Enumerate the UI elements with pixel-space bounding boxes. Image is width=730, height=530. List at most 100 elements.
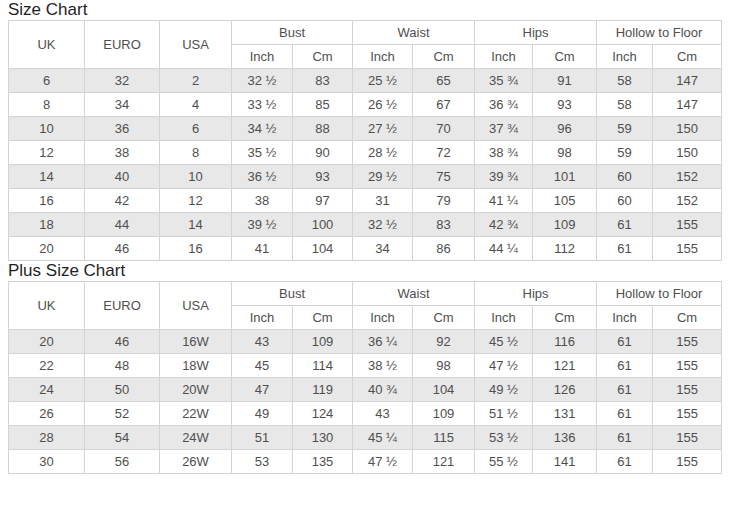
table-cell: 100	[293, 213, 353, 237]
column-header-hollow-to-floor: Hollow to Floor	[597, 21, 722, 45]
table-cell: 2	[160, 69, 232, 93]
column-header-hollow-to-floor: Hollow to Floor	[597, 282, 722, 306]
table-cell: 10	[9, 117, 85, 141]
table-cell: 36	[85, 117, 160, 141]
table-cell: 45 ¼	[353, 426, 413, 450]
table-cell: 104	[413, 378, 475, 402]
table-cell: 115	[413, 426, 475, 450]
table-cell: 49	[232, 402, 293, 426]
table-cell: 48	[85, 354, 160, 378]
subheader-hips-cm: Cm	[533, 45, 597, 69]
table-cell: 40	[85, 165, 160, 189]
table-cell: 6	[160, 117, 232, 141]
table-cell: 67	[413, 93, 475, 117]
table-cell: 20	[9, 237, 85, 261]
table-cell: 47 ½	[353, 450, 413, 474]
table-cell: 39 ¾	[475, 165, 533, 189]
subheader-bust-inch: Inch	[232, 45, 293, 69]
table-cell: 61	[597, 237, 653, 261]
table-cell: 58	[597, 93, 653, 117]
table-cell: 136	[533, 426, 597, 450]
table-cell: 36 ¾	[475, 93, 533, 117]
table-cell: 124	[293, 402, 353, 426]
table-row: 265222W491244310951 ½13161155	[9, 402, 722, 426]
table-cell: 25 ½	[353, 69, 413, 93]
table-cell: 16	[9, 189, 85, 213]
table-row: 224818W4511438 ½9847 ½12161155	[9, 354, 722, 378]
table-row: 632232 ½8325 ½6535 ¾9158147	[9, 69, 722, 93]
table-cell: 8	[9, 93, 85, 117]
table-cell: 43	[232, 330, 293, 354]
table-cell: 40 ¾	[353, 378, 413, 402]
table-cell: 61	[597, 402, 653, 426]
table-cell: 22	[9, 354, 85, 378]
table-cell: 152	[653, 165, 722, 189]
table-cell: 26	[9, 402, 85, 426]
table-cell: 20W	[160, 378, 232, 402]
table-cell: 147	[653, 69, 722, 93]
table-row: 14401036 ½9329 ½7539 ¾10160152	[9, 165, 722, 189]
column-header-waist: Waist	[353, 21, 475, 45]
table-cell: 30	[9, 450, 85, 474]
column-header-bust: Bust	[232, 282, 353, 306]
table-cell: 75	[413, 165, 475, 189]
table-cell: 92	[413, 330, 475, 354]
size-chart-title: Size Chart	[8, 0, 722, 20]
table-cell: 109	[293, 330, 353, 354]
table-cell: 36 ½	[232, 165, 293, 189]
table-cell: 24W	[160, 426, 232, 450]
size-chart-header: UK EURO USA Bust Waist Hips Hollow to Fl…	[9, 21, 722, 69]
subheader-waist-cm: Cm	[413, 306, 475, 330]
table-row: 1036634 ½8827 ½7037 ¾9659150	[9, 117, 722, 141]
table-cell: 26 ½	[353, 93, 413, 117]
table-cell: 34	[353, 237, 413, 261]
table-cell: 155	[653, 354, 722, 378]
table-cell: 59	[597, 117, 653, 141]
table-cell: 121	[413, 450, 475, 474]
table-cell: 155	[653, 330, 722, 354]
table-row: 20461641104348644 ¼11261155	[9, 237, 722, 261]
table-row: 285424W5113045 ¼11553 ½13661155	[9, 426, 722, 450]
table-cell: 51	[232, 426, 293, 450]
table-cell: 88	[293, 117, 353, 141]
table-cell: 105	[533, 189, 597, 213]
table-cell: 61	[597, 330, 653, 354]
table-cell: 90	[293, 141, 353, 165]
table-cell: 42	[85, 189, 160, 213]
table-cell: 47	[232, 378, 293, 402]
table-cell: 37 ¾	[475, 117, 533, 141]
table-cell: 28	[9, 426, 85, 450]
table-cell: 119	[293, 378, 353, 402]
table-cell: 53 ½	[475, 426, 533, 450]
table-cell: 51 ½	[475, 402, 533, 426]
table-cell: 61	[597, 213, 653, 237]
table-cell: 101	[533, 165, 597, 189]
table-row: 1642123897317941 ¼10560152	[9, 189, 722, 213]
table-cell: 114	[293, 354, 353, 378]
table-cell: 41	[232, 237, 293, 261]
table-cell: 12	[9, 141, 85, 165]
plus-size-chart-table: UK EURO USA Bust Waist Hips Hollow to Fl…	[8, 281, 722, 474]
column-header-euro: EURO	[85, 282, 160, 330]
table-cell: 32	[85, 69, 160, 93]
table-row: 834433 ½8526 ½6736 ¾9358147	[9, 93, 722, 117]
table-cell: 55 ½	[475, 450, 533, 474]
table-cell: 38 ¾	[475, 141, 533, 165]
table-cell: 32 ½	[232, 69, 293, 93]
table-cell: 46	[85, 330, 160, 354]
table-cell: 65	[413, 69, 475, 93]
table-cell: 16	[160, 237, 232, 261]
table-cell: 26W	[160, 450, 232, 474]
table-cell: 130	[293, 426, 353, 450]
table-cell: 85	[293, 93, 353, 117]
table-cell: 42 ¾	[475, 213, 533, 237]
size-chart-page: Size Chart UK EURO USA Bust Waist Hips H…	[0, 0, 730, 474]
table-cell: 61	[597, 354, 653, 378]
column-header-uk: UK	[9, 21, 85, 69]
table-cell: 52	[85, 402, 160, 426]
table-cell: 4	[160, 93, 232, 117]
table-cell: 86	[413, 237, 475, 261]
table-cell: 14	[9, 165, 85, 189]
table-cell: 8	[160, 141, 232, 165]
table-cell: 45 ½	[475, 330, 533, 354]
